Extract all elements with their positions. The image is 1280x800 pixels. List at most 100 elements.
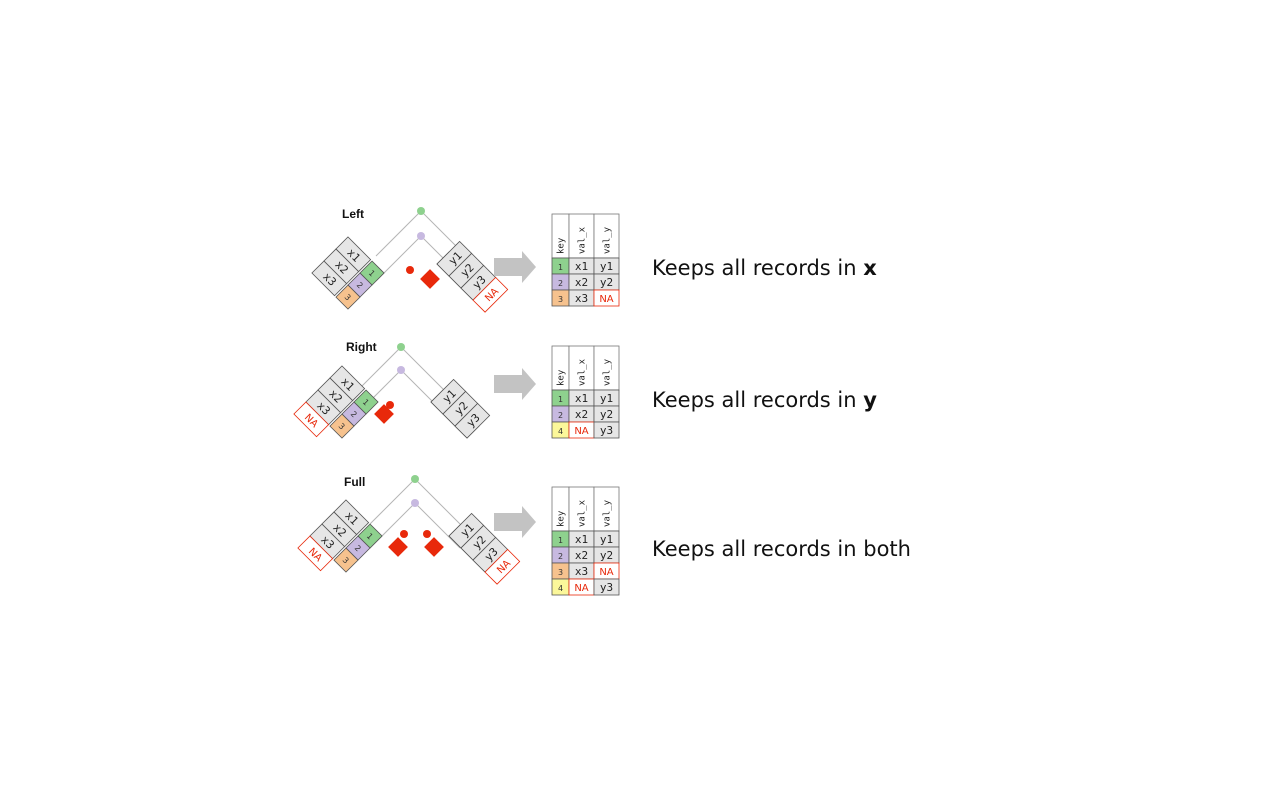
x-key-label: 1 — [365, 531, 375, 541]
x-key-cell — [333, 547, 359, 573]
result-cell-label: 1 — [558, 536, 563, 545]
result-header-cell — [593, 345, 620, 391]
description-text: Keeps all records in — [652, 256, 863, 280]
result-cell-label: 2 — [558, 552, 563, 561]
join-description: Keeps all records in y — [652, 388, 877, 412]
result-cell-label: NA — [574, 583, 588, 594]
x-key-label: 2 — [349, 409, 359, 419]
result-cell-label: y3 — [600, 581, 613, 594]
na-match-diamond — [374, 404, 394, 424]
result-value-cell — [593, 421, 620, 439]
match-line — [355, 346, 402, 393]
result-header-label: val_y — [603, 358, 613, 386]
result-cell-label: y2 — [600, 408, 613, 421]
result-header-label: val_y — [603, 226, 613, 254]
result-cell-label: x2 — [575, 276, 588, 289]
description-text: Keeps all records in — [652, 388, 863, 412]
x-key-label: 3 — [341, 555, 351, 565]
result-cell-label: NA — [599, 294, 613, 305]
x-value-cell — [311, 260, 348, 297]
match-dot — [397, 343, 405, 351]
join-full: Full1x12x23x3NA1y12y24y3NAkeyval_xval_y1… — [297, 475, 911, 596]
y-value-cell — [454, 402, 491, 439]
result-header-label: val_y — [603, 499, 613, 527]
match-dot — [406, 266, 414, 274]
match-dot — [417, 232, 425, 240]
result-cell-label: y2 — [600, 276, 613, 289]
result-header-label: val_x — [578, 358, 588, 386]
result-header-label: val_x — [578, 226, 588, 254]
result-cell-label: x3 — [575, 292, 588, 305]
x-key-cell — [329, 413, 355, 439]
match-line — [400, 346, 447, 393]
x-key-label: 2 — [353, 543, 363, 553]
y-table: 1y12y24y3NA — [436, 240, 509, 313]
result-cell-label: NA — [574, 426, 588, 437]
na-match-diamond — [388, 537, 408, 557]
join-description: Keeps all records in both — [652, 537, 911, 561]
result-header-label: key — [557, 237, 567, 254]
result-cell-label: x1 — [575, 260, 588, 273]
result-cell-label: y1 — [600, 392, 613, 405]
match-line — [414, 502, 461, 549]
result-cell-label: x1 — [575, 392, 588, 405]
arrow-right-icon — [494, 506, 536, 538]
description-bold: x — [863, 256, 877, 280]
result-cell-label: y2 — [600, 549, 613, 562]
result-cell-label: 2 — [558, 411, 563, 420]
match-line — [414, 478, 461, 525]
result-cell-label: NA — [599, 567, 613, 578]
match-dot — [386, 401, 394, 409]
result-header-cell — [568, 213, 595, 259]
join-description: Keeps all records in x — [652, 256, 877, 280]
na-match-diamond — [420, 269, 440, 289]
x-na-cell — [293, 401, 330, 438]
match-line — [369, 478, 416, 525]
match-lines — [369, 478, 461, 549]
x-key-cell — [335, 284, 361, 310]
x-key-label: 1 — [361, 397, 371, 407]
result-cell-label: x1 — [575, 533, 588, 546]
x-key-label: 3 — [337, 421, 347, 431]
result-cell-label: x2 — [575, 408, 588, 421]
x-key-label: 2 — [355, 280, 365, 290]
result-value-cell — [593, 578, 620, 596]
result-table: key val_x val_y 1 x1 y1 2 x2 y2 3 x3 NA — [551, 213, 620, 307]
match-dot — [417, 207, 425, 215]
y-na-cell — [484, 548, 521, 585]
match-dot — [397, 366, 405, 374]
result-header-label: val_x — [578, 499, 588, 527]
match-dot — [423, 530, 431, 538]
result-cell-label: x3 — [575, 565, 588, 578]
result-cell-label: 1 — [558, 263, 563, 272]
result-header-cell — [593, 213, 620, 259]
join-left: Left1x12x23x31y12y24y3NAkeyval_xval_y1x1… — [311, 207, 877, 313]
match-dot — [411, 499, 419, 507]
join-title: Right — [346, 340, 377, 354]
result-header-cell — [593, 486, 620, 532]
result-header-label: key — [557, 369, 567, 386]
y-table: 1y12y24y3NA — [448, 512, 521, 585]
arrow-right-icon — [494, 368, 536, 400]
result-value-cell — [593, 289, 620, 307]
result-cell-label: 3 — [558, 295, 563, 304]
join-title: Full — [344, 475, 365, 489]
join-title: Left — [342, 207, 364, 221]
result-table: key val_x val_y 1 x1 y1 2 x2 y2 4 NA y3 — [551, 345, 620, 439]
description-text: Keeps all records in both — [652, 537, 911, 561]
match-dot — [411, 475, 419, 483]
result-cell-label: 4 — [558, 584, 563, 593]
result-cell-label: y1 — [600, 533, 613, 546]
result-header-label: key — [557, 510, 567, 527]
result-cell-label: y3 — [600, 424, 613, 437]
result-cell-label: y1 — [600, 260, 613, 273]
result-cell-label: 4 — [558, 427, 563, 436]
x-key-label: 3 — [343, 292, 353, 302]
na-match-diamond — [424, 537, 444, 557]
result-table: key val_x val_y 1 x1 y1 2 x2 y2 3 x3 NA 4 NA y3 — [551, 486, 620, 596]
result-cell-label: x2 — [575, 549, 588, 562]
